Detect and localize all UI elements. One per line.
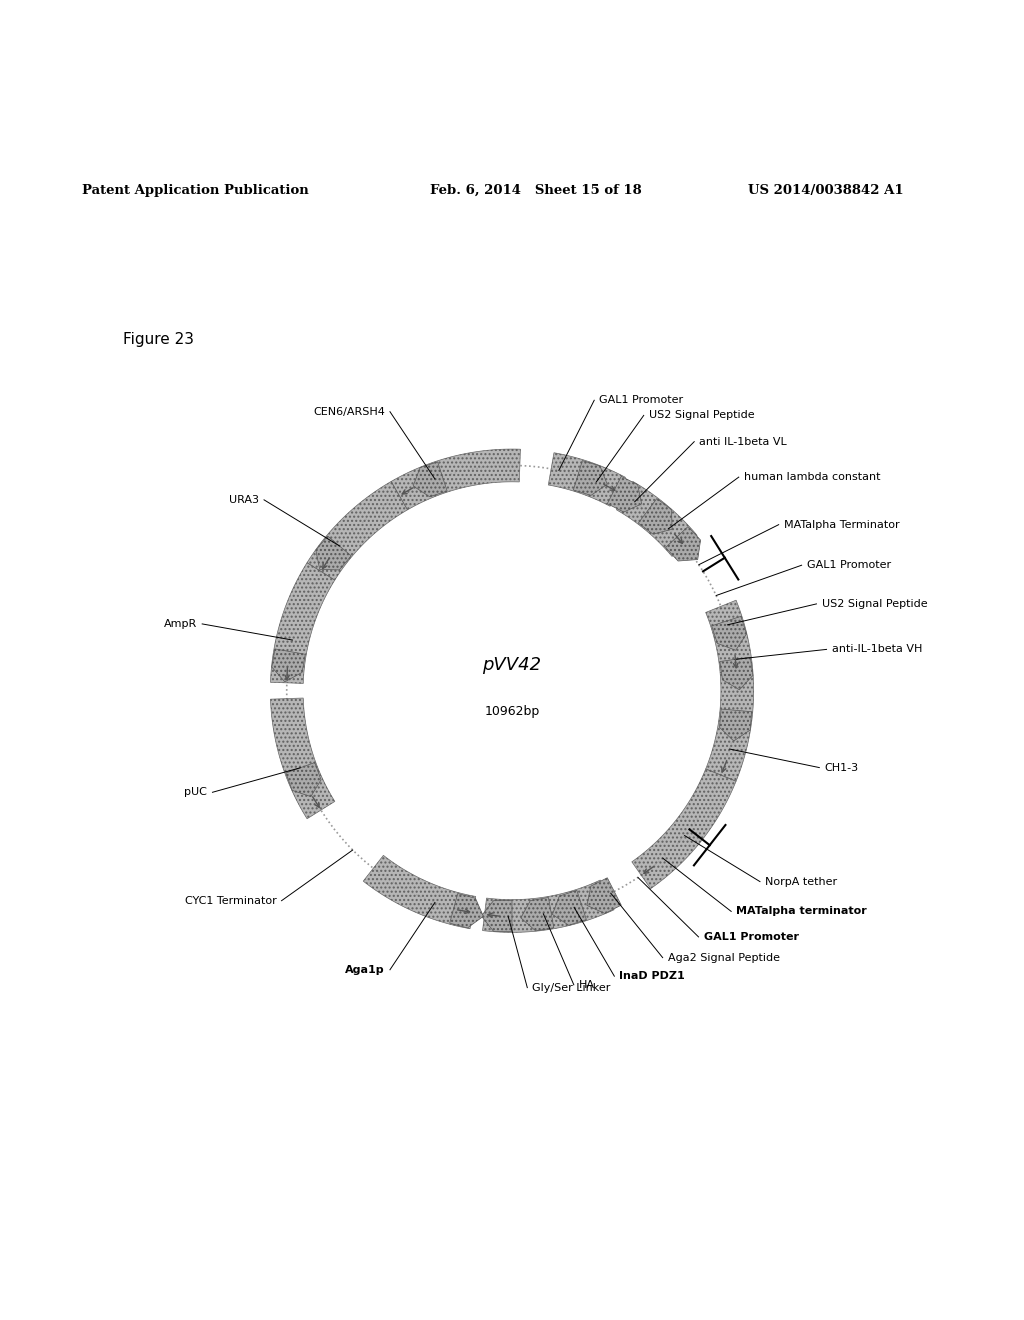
Text: CEN6/ARSH4: CEN6/ARSH4 (313, 407, 385, 417)
Text: Patent Application Publication: Patent Application Publication (82, 183, 308, 197)
Polygon shape (286, 763, 322, 797)
Polygon shape (720, 709, 752, 741)
Polygon shape (638, 499, 672, 535)
Text: 10962bp: 10962bp (484, 705, 540, 718)
Polygon shape (413, 462, 447, 496)
Text: human lambda constant: human lambda constant (743, 473, 881, 482)
Text: GAL1 Promoter: GAL1 Promoter (703, 932, 799, 942)
Polygon shape (270, 698, 335, 818)
Text: pUC: pUC (184, 787, 207, 797)
Polygon shape (307, 482, 408, 579)
Polygon shape (573, 461, 607, 495)
Polygon shape (548, 453, 626, 507)
Text: GAL1 Promoter: GAL1 Promoter (807, 560, 891, 570)
Polygon shape (364, 855, 476, 929)
Polygon shape (391, 449, 520, 510)
Text: Aga1p: Aga1p (345, 965, 385, 974)
Text: AmpR: AmpR (164, 619, 197, 628)
Text: MATalpha terminator: MATalpha terminator (736, 907, 867, 916)
Polygon shape (712, 616, 746, 651)
Polygon shape (587, 878, 622, 913)
Text: NorpA tether: NorpA tether (765, 876, 838, 887)
Text: GAL1 Promoter: GAL1 Promoter (599, 395, 683, 405)
Text: US2 Signal Peptide: US2 Signal Peptide (821, 599, 927, 609)
Polygon shape (706, 601, 753, 672)
Polygon shape (270, 562, 335, 684)
Text: Feb. 6, 2014   Sheet 15 of 18: Feb. 6, 2014 Sheet 15 of 18 (430, 183, 642, 197)
Polygon shape (706, 669, 754, 781)
Text: US 2014/0038842 A1: US 2014/0038842 A1 (748, 183, 903, 197)
Text: anti-IL-1beta VH: anti-IL-1beta VH (831, 644, 922, 655)
Polygon shape (481, 900, 512, 932)
Text: pVV42: pVV42 (482, 656, 542, 675)
Text: US2 Signal Peptide: US2 Signal Peptide (649, 411, 755, 420)
Text: Figure 23: Figure 23 (123, 333, 194, 347)
Text: anti IL-1beta VL: anti IL-1beta VL (699, 437, 787, 446)
Polygon shape (666, 527, 700, 561)
Text: HA: HA (579, 979, 595, 990)
Polygon shape (271, 649, 305, 682)
Polygon shape (632, 770, 736, 888)
Polygon shape (450, 894, 483, 928)
Polygon shape (315, 536, 351, 570)
Text: CH1-3: CH1-3 (824, 763, 858, 772)
Text: Gly/Ser Linker: Gly/Ser Linker (532, 982, 610, 993)
Text: MATalpha Terminator: MATalpha Terminator (783, 520, 899, 529)
Text: InaD PDZ1: InaD PDZ1 (620, 972, 685, 981)
Polygon shape (607, 477, 642, 512)
Polygon shape (616, 482, 697, 557)
Polygon shape (552, 891, 587, 925)
Polygon shape (720, 657, 753, 690)
Text: URA3: URA3 (229, 495, 259, 504)
Polygon shape (482, 880, 614, 932)
Text: Aga2 Signal Peptide: Aga2 Signal Peptide (668, 953, 780, 962)
Text: CYC1 Terminator: CYC1 Terminator (184, 896, 276, 906)
Polygon shape (521, 898, 554, 931)
